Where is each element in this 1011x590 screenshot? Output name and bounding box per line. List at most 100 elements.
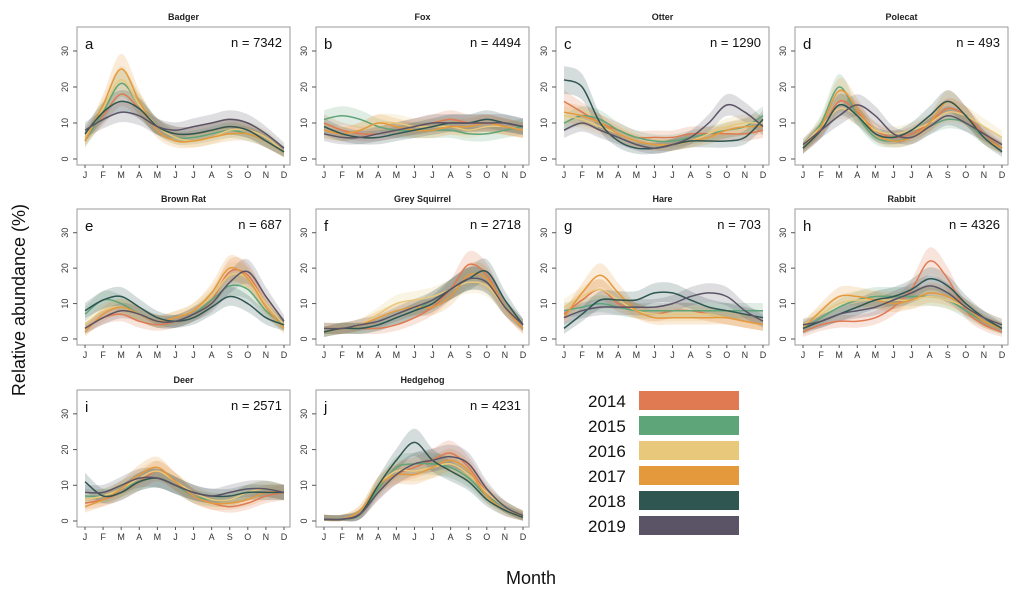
panel-label: b: [324, 36, 332, 53]
band-2016: [85, 65, 284, 157]
x-tick-label: M: [872, 350, 880, 360]
y-tick-label: 0: [299, 336, 309, 341]
x-tick-label: J: [322, 532, 327, 542]
panel-n: n = 687: [238, 217, 282, 232]
panel-hare: Hare 0 10 20 30 J F M A M J J A S O N Dg n = 703: [539, 194, 770, 360]
x-tick-label: A: [136, 532, 142, 542]
x-tick-label: F: [579, 170, 585, 180]
x-tick-label: M: [356, 532, 364, 542]
x-tick-label: A: [209, 350, 215, 360]
series-line-2019: [323, 121, 524, 139]
x-tick-label: O: [483, 350, 490, 360]
panel-title: Deer: [173, 375, 194, 385]
band-2016: [324, 270, 523, 335]
series-line-2017: [84, 266, 285, 333]
panel-n: n = 4231: [470, 398, 521, 413]
x-tick-label: N: [263, 532, 270, 542]
series-line-2017: [84, 68, 285, 153]
x-tick-label: J: [891, 350, 896, 360]
panel-fox: Fox 0 10 20 30 J F M A M J J A S O N Db n = 4494: [299, 12, 530, 180]
band-2015: [324, 266, 523, 337]
y-tick-label: 0: [60, 156, 70, 161]
y-tick-label: 20: [778, 82, 788, 92]
y-tick-label: 30: [778, 46, 788, 56]
x-tick-label: A: [448, 170, 454, 180]
legend-label: 2018: [588, 492, 626, 511]
series-lines: [84, 466, 285, 508]
panel-n: n = 703: [717, 217, 761, 232]
x-tick-label: F: [339, 350, 345, 360]
series-line-2017: [563, 111, 764, 146]
band-2019: [85, 102, 284, 154]
band-2018: [564, 282, 763, 334]
x-tick-label: A: [448, 350, 454, 360]
x-tick-label: A: [136, 350, 142, 360]
panel-label: i: [85, 399, 88, 416]
band-2015: [85, 274, 284, 331]
legend-swatch: [639, 491, 739, 510]
series-lines: [84, 68, 285, 153]
y-tick-label: 20: [299, 82, 309, 92]
x-tick-label: J: [412, 350, 417, 360]
x-tick-label: S: [945, 350, 951, 360]
x-tick-label: J: [173, 532, 178, 542]
x-tick-label: A: [375, 350, 381, 360]
series-line-2018: [802, 100, 1003, 153]
x-tick-label: D: [281, 170, 288, 180]
band-2014: [85, 81, 284, 157]
panel-frame: [315, 389, 530, 528]
x-tick-label: J: [801, 350, 806, 360]
x-tick-label: J: [909, 350, 914, 360]
x-tick-label: J: [909, 170, 914, 180]
y-tick-label: 30: [299, 46, 309, 56]
x-tick-label: S: [466, 532, 472, 542]
series-lines: [563, 79, 764, 150]
x-tick-label: J: [83, 170, 88, 180]
x-tick-label: A: [209, 170, 215, 180]
band-2014: [324, 250, 523, 335]
panel-otter: Otter 0 10 20 30 J F M A M J J A S O N Dc n = 1290: [539, 12, 770, 180]
band-2019: [564, 93, 763, 154]
x-tick-label: A: [615, 350, 621, 360]
x-tick-label: M: [835, 350, 843, 360]
y-tick-label: 30: [299, 409, 309, 419]
y-tick-label: 10: [539, 299, 549, 309]
panel-n: n = 1290: [710, 35, 761, 50]
legend-item-2018: 2018: [588, 491, 739, 511]
x-tick-label: S: [706, 170, 712, 180]
x-tick-label: M: [393, 532, 401, 542]
x-tick-label: D: [760, 170, 767, 180]
panel-title: Hedgehog: [401, 375, 445, 385]
panel-title: Otter: [652, 12, 674, 22]
series-line-2014: [802, 260, 1003, 333]
x-tick-label: N: [502, 350, 509, 360]
x-tick-label: S: [227, 532, 233, 542]
x-tick-label: O: [244, 350, 251, 360]
x-tick-label: J: [670, 350, 675, 360]
series-line-2017: [323, 459, 524, 521]
x-tick-label: F: [818, 350, 824, 360]
x-tick-label: S: [706, 350, 712, 360]
legend-item-2014: 2014: [588, 391, 739, 411]
x-tick-label: J: [322, 170, 327, 180]
series-line-2019: [84, 476, 285, 497]
y-tick-label: 30: [539, 228, 549, 238]
x-tick-label: J: [562, 350, 567, 360]
series-line-2019: [84, 270, 285, 330]
x-tick-label: J: [430, 532, 435, 542]
x-tick-label: F: [818, 170, 824, 180]
series-lines: [323, 263, 524, 333]
panel-polecat: Polecat 0 10 20 30 J F M A M J J A S O N Dd n = 493: [778, 12, 1009, 180]
x-tick-label: D: [999, 350, 1006, 360]
x-tick-label: A: [209, 532, 215, 542]
y-axis-title: Relative abundance (%): [9, 204, 29, 396]
confidence-bands: [324, 250, 523, 337]
x-tick-label: M: [633, 170, 641, 180]
panel-label: g: [564, 218, 572, 235]
series-line-2018: [323, 270, 524, 333]
panel-frame: [555, 208, 770, 346]
x-tick-label: D: [520, 350, 527, 360]
x-tick-label: J: [191, 350, 196, 360]
x-tick-label: A: [854, 170, 860, 180]
